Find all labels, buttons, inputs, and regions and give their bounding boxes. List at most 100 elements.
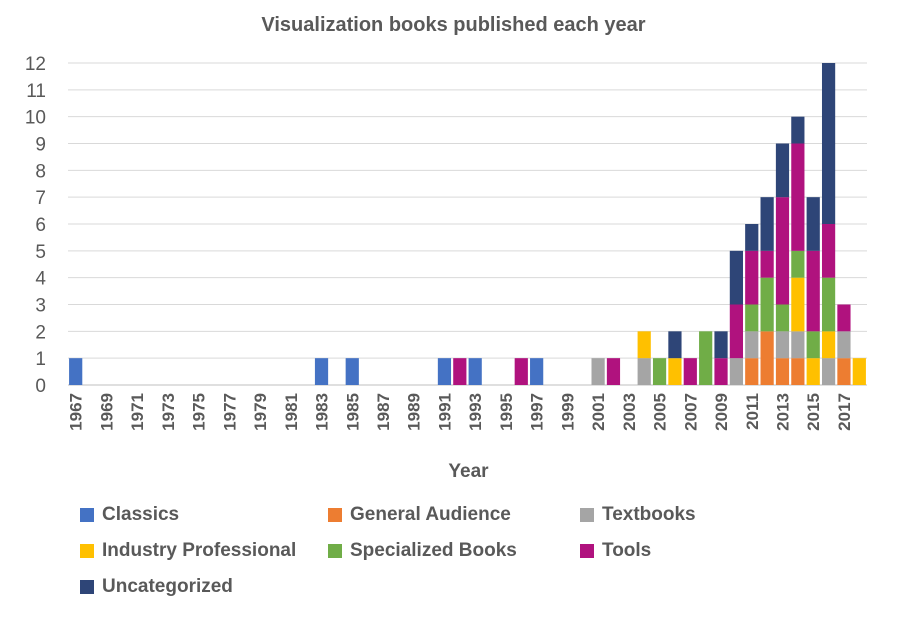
- bar-segment: [714, 331, 728, 359]
- bar-segment: [683, 358, 697, 385]
- y-tick-label: 2: [35, 322, 46, 343]
- legend-swatch: [580, 544, 594, 558]
- x-tick-label: 1989: [405, 393, 424, 431]
- legend-item: Specialized Books: [328, 540, 517, 562]
- bar-segment: [760, 277, 774, 332]
- y-tick-label: 6: [35, 215, 46, 236]
- bar-segment: [745, 250, 759, 305]
- chart-title: Visualization books published each year: [261, 14, 646, 36]
- x-tick-label: 1981: [282, 393, 301, 431]
- x-tick-label: 1969: [97, 393, 116, 431]
- legend-item: General Audience: [328, 504, 511, 526]
- legend-label: General Audience: [350, 504, 511, 525]
- bar-segment: [852, 358, 866, 385]
- x-tick-label: 2001: [589, 393, 608, 431]
- legend-label: Classics: [102, 504, 180, 525]
- x-tick-label: 1975: [190, 393, 209, 431]
- bar-segment: [791, 277, 805, 332]
- x-tick-label: 1987: [374, 393, 393, 431]
- bar-segment: [760, 331, 774, 385]
- bar-segment: [745, 304, 759, 332]
- legend-label: Specialized Books: [350, 540, 517, 561]
- bar-segment: [760, 250, 774, 278]
- legend-label: Textbooks: [602, 504, 696, 525]
- bar-segment: [791, 116, 805, 144]
- bar-segment: [775, 304, 790, 332]
- x-tick-label: 1993: [466, 393, 485, 431]
- y-tick-label: 7: [35, 188, 46, 209]
- bar-segment: [806, 331, 820, 359]
- bar-segment: [314, 358, 329, 385]
- bar-segment: [345, 358, 359, 385]
- bar-segment: [468, 358, 482, 385]
- bar-segment: [637, 358, 651, 385]
- x-tick-label: 2007: [681, 393, 700, 431]
- x-tick-label: 2015: [804, 393, 823, 431]
- x-tick-label: 2003: [620, 393, 639, 431]
- bar-segment: [729, 250, 743, 305]
- bar-segment: [699, 331, 713, 385]
- y-tick-label: 9: [35, 135, 46, 156]
- bar-segment: [806, 358, 820, 385]
- x-tick-label: 2009: [712, 393, 731, 431]
- bar-segment: [791, 250, 805, 278]
- bar-segment: [775, 331, 790, 359]
- bar-segment: [591, 358, 605, 385]
- bar-segment: [729, 304, 743, 359]
- bar-segment: [821, 277, 836, 332]
- legend-label: Tools: [602, 540, 652, 561]
- y-tick-label: 10: [25, 108, 46, 129]
- legend-item: Textbooks: [580, 504, 696, 526]
- x-tick-label: 1997: [528, 393, 547, 431]
- legend-item: Tools: [580, 540, 651, 562]
- x-tick-label: 1979: [251, 393, 270, 431]
- bar-segment: [775, 358, 790, 385]
- bar-segment: [837, 304, 851, 332]
- x-tick-label: 1971: [128, 393, 147, 431]
- bar-segment: [745, 358, 759, 385]
- bar-segment: [668, 331, 682, 359]
- legend-item: Industry Professional: [80, 540, 296, 562]
- y-tick-label: 1: [35, 349, 46, 370]
- bar-segment: [714, 358, 728, 385]
- y-tick-label: 4: [35, 269, 46, 290]
- legend-label: Uncategorized: [102, 576, 233, 597]
- bar-segment: [760, 197, 774, 251]
- y-tick-label: 8: [35, 161, 46, 182]
- bar-segment: [729, 358, 743, 385]
- bar-segment: [745, 224, 759, 251]
- bar-segment: [837, 358, 851, 385]
- legend-swatch: [580, 508, 594, 522]
- x-tick-label: 1967: [67, 393, 86, 431]
- bar-segment: [775, 197, 790, 305]
- x-tick-labels: 1967 1969 1971 1973 1975 1977 1979 1981 1983 1985…: [67, 393, 854, 431]
- y-tick-label: 11: [26, 81, 46, 102]
- y-tick-label: 0: [35, 376, 46, 397]
- bar-segment: [69, 358, 83, 385]
- legend-item: Uncategorized: [80, 576, 233, 598]
- x-tick-label: 2017: [835, 393, 854, 431]
- x-tick-label: 2013: [773, 393, 792, 431]
- bar-segment: [791, 358, 805, 385]
- bar-segment: [821, 63, 836, 224]
- x-tick-label: 1973: [159, 393, 178, 431]
- bar-segment: [668, 358, 682, 385]
- bar-segment: [806, 197, 820, 251]
- x-tick-label: 1985: [343, 393, 362, 431]
- y-tick-label: 3: [35, 296, 46, 317]
- bar-segment: [745, 331, 759, 359]
- y-tick-label: 5: [35, 242, 46, 263]
- x-tick-label: 1999: [558, 393, 577, 431]
- legend-swatch: [328, 508, 342, 522]
- x-axis-title: Year: [448, 461, 489, 482]
- legend-swatch: [80, 580, 94, 594]
- legend-label: Industry Professional: [102, 540, 297, 561]
- x-tick-label: 1977: [220, 393, 239, 431]
- legend-swatch: [80, 508, 94, 522]
- bar-segment: [437, 358, 452, 385]
- bars: [69, 63, 866, 385]
- y-tick-label: 12: [25, 54, 46, 75]
- bar-segment: [606, 358, 621, 385]
